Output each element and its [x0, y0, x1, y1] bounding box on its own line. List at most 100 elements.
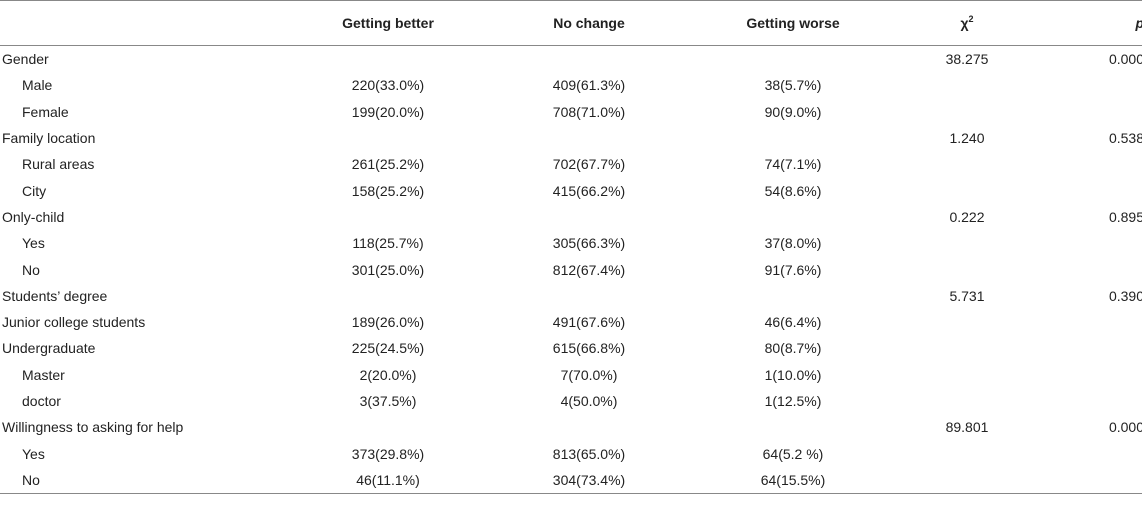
cell-getting-better: [287, 414, 489, 440]
cell-no-change: 702(67.7%): [552, 156, 626, 173]
cell-getting-worse: [689, 125, 897, 151]
cell-no-change: 491(67.6%): [552, 314, 626, 331]
header-row: Getting better No change Getting worse χ…: [0, 0, 1142, 46]
cell-getting-better: [287, 125, 489, 151]
cell-no-change: 7(70.0%): [560, 366, 618, 383]
cell-getting-better: 301(25.0%): [351, 261, 425, 278]
table-row: Undergraduate 225(24.5%) 615(66.8%) 80(8.7%…: [0, 335, 1142, 361]
cell-getting-worse: 90(9.0%): [764, 103, 822, 120]
table-row: Male 220(33.0%) 409(61.3%) 38(5.7%): [0, 72, 1142, 98]
table-row: Students’ degree 5.731 0.390: [0, 283, 1142, 309]
cell-p-value: [1037, 466, 1142, 495]
cell-p-value: 0.895: [1108, 208, 1142, 225]
cell-getting-better: 46(11.1%): [287, 466, 489, 495]
cell-chi-square: [897, 151, 1037, 177]
cell-getting-worse: [689, 204, 897, 230]
cell-getting-worse: 54(8.6%): [764, 182, 822, 199]
cell-getting-worse: 38(5.7%): [764, 77, 822, 94]
cell-getting-better: [287, 204, 489, 230]
cell-no-change: [489, 204, 689, 230]
cell-chi-square: [897, 177, 1037, 203]
cell-no-change: 409(61.3%): [552, 77, 626, 94]
cell-no-change: [489, 414, 689, 440]
row-label: Undergraduate: [2, 340, 96, 357]
row-label: Junior college students: [2, 314, 146, 331]
row-label: Family location: [2, 130, 96, 147]
cell-p-value: [1037, 335, 1142, 361]
cell-getting-better: 3(37.5%): [359, 393, 417, 409]
cell-p-value: [1037, 388, 1142, 414]
cell-chi-square: [897, 466, 1037, 495]
table-body: Gender 38.275 0.000 Male 220(33.0%) 409(61.3%…: [0, 46, 1142, 495]
row-label: Yes: [22, 445, 45, 462]
cell-p-value: [1037, 230, 1142, 256]
cell-getting-worse: 80(8.7%): [764, 340, 822, 357]
header-getting-better: Getting better: [287, 0, 489, 46]
cell-p-value: 0.538: [1108, 130, 1142, 147]
table-row: City 158(25.2%) 415(66.2%) 54(8.6%): [0, 177, 1142, 203]
cell-p-value: [1037, 362, 1142, 388]
table-row: Willingness to asking for help 89.801 0.00…: [0, 414, 1142, 440]
table-row: No 46(11.1%) 304(73.4%) 64(15.5%): [0, 466, 1142, 495]
cell-p-value: [1037, 440, 1142, 466]
table-row: Family location 1.240 0.538: [0, 125, 1142, 151]
cell-no-change: 415(66.2%): [552, 182, 626, 199]
cell-no-change: 304(73.4%): [489, 466, 689, 495]
cell-getting-worse: [689, 46, 897, 73]
table-row: No 301(25.0%) 812(67.4%) 91(7.6%): [0, 256, 1142, 282]
header-getting-worse: Getting worse: [689, 0, 897, 46]
cell-getting-worse: 64(15.5%): [689, 466, 897, 495]
cell-chi-square: [897, 362, 1037, 388]
cell-p-value: [1037, 177, 1142, 203]
chi-symbol: χ: [960, 15, 969, 31]
row-label: No: [0, 466, 287, 495]
cell-getting-better: [287, 283, 489, 309]
cell-getting-better: 225(24.5%): [351, 340, 425, 357]
cell-chi-square: [897, 309, 1037, 335]
table-row: doctor 3(37.5%) 4(50.0%) 1(12.5%): [0, 388, 1142, 414]
cell-no-change: [489, 125, 689, 151]
row-label: Rural areas: [22, 156, 95, 173]
table-row: Gender 38.275 0.000: [0, 46, 1142, 73]
cell-getting-worse: [689, 283, 897, 309]
table-row: Female 199(20.0%) 708(71.0%) 90(9.0%): [0, 99, 1142, 125]
cell-no-change: 615(66.8%): [552, 340, 626, 357]
cell-chi-square: [897, 440, 1037, 466]
cell-getting-worse: 1(12.5%): [764, 393, 822, 409]
cell-p-value: [1037, 99, 1142, 125]
cell-chi-square: [897, 388, 1037, 414]
row-label: Gender: [2, 51, 49, 68]
cell-getting-better: 2(20.0%): [359, 366, 417, 383]
row-label: Students’ degree: [2, 287, 108, 304]
row-label: doctor: [22, 393, 61, 409]
cell-p-value: [1037, 72, 1142, 98]
cell-getting-worse: 91(7.6%): [764, 261, 822, 278]
row-label: City: [22, 182, 47, 199]
cell-getting-worse: [689, 414, 897, 440]
cell-no-change: 305(66.3%): [552, 235, 626, 252]
cell-chi-square: [897, 256, 1037, 282]
cell-chi-square: [897, 335, 1037, 361]
cell-chi-square: 89.801: [945, 419, 989, 436]
cell-getting-worse: 37(8.0%): [764, 235, 822, 252]
cell-p-value: [1037, 309, 1142, 335]
cell-p-value: [1037, 256, 1142, 282]
chi-superscript: 2: [968, 14, 974, 24]
row-label: Female: [22, 103, 69, 120]
cell-getting-better: 373(29.8%): [351, 445, 425, 462]
cell-getting-worse: 46(6.4%): [764, 314, 822, 331]
cell-getting-better: 261(25.2%): [351, 156, 425, 173]
header-chi-square: χ2: [897, 0, 1037, 46]
cell-no-change: [489, 283, 689, 309]
row-label: No: [22, 261, 40, 278]
cell-getting-worse: 74(7.1%): [764, 156, 822, 173]
header-no-change: No change: [489, 0, 689, 46]
table-row: Master 2(20.0%) 7(70.0%) 1(10.0%): [0, 362, 1142, 388]
cell-no-change: [489, 46, 689, 73]
cell-getting-better: 189(26.0%): [351, 314, 425, 331]
cell-getting-better: [287, 46, 489, 73]
row-label: Only-child: [2, 208, 65, 225]
cell-no-change: 708(71.0%): [552, 103, 626, 120]
cell-getting-worse: 64(5.2 %): [762, 445, 824, 462]
header-label: [0, 0, 287, 46]
